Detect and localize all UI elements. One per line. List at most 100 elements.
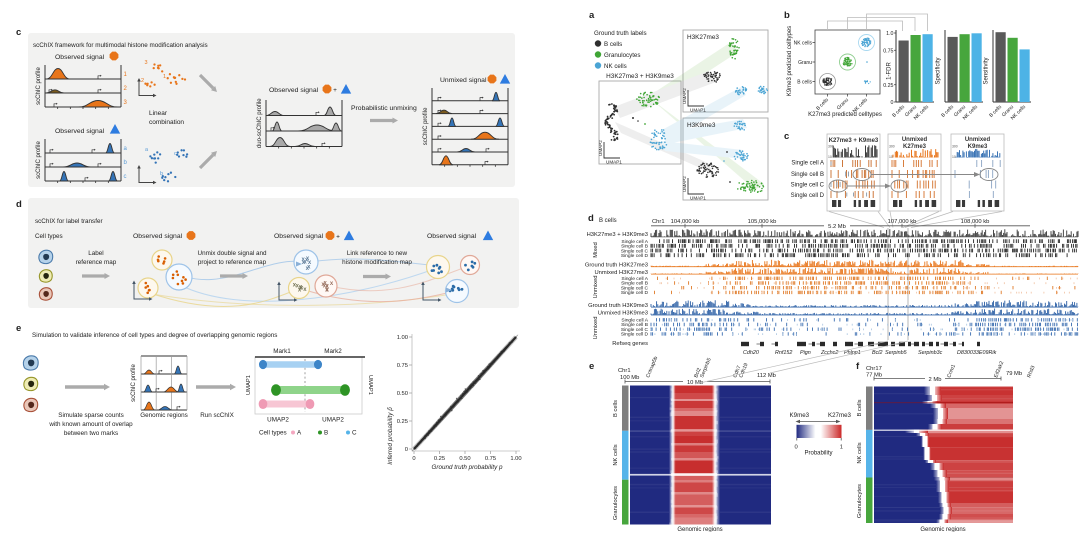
svg-text:Chr17: Chr17	[866, 366, 882, 372]
svg-text:+: +	[336, 234, 340, 241]
svg-text:1: 1	[163, 74, 166, 80]
svg-text:K27me3 + K9me3: K27me3 + K9me3	[829, 138, 879, 144]
svg-text:c: c	[174, 151, 177, 157]
svg-text:Linear: Linear	[149, 110, 168, 117]
svg-text:UMAP1: UMAP1	[367, 375, 373, 395]
svg-text:10: 10	[952, 155, 956, 159]
svg-text:10: 10	[889, 155, 893, 159]
svg-text:+: +	[333, 87, 337, 94]
svg-text:0: 0	[891, 100, 894, 106]
svg-text:0.75: 0.75	[883, 48, 893, 54]
svg-text:Unmixed: Unmixed	[593, 317, 599, 340]
svg-text:Chr1: Chr1	[618, 368, 631, 374]
svg-text:a: a	[124, 146, 128, 152]
svg-text:x: x	[300, 285, 304, 291]
svg-text:Cdh19: Cdh19	[738, 362, 749, 379]
svg-text:Granulocytes: Granulocytes	[613, 486, 619, 520]
svg-text:1-FDR: 1-FDR	[887, 62, 893, 80]
svg-text:0.75: 0.75	[397, 363, 408, 369]
svg-text:Single cell D: Single cell D	[621, 332, 649, 338]
svg-text:Bcl2: Bcl2	[872, 350, 883, 356]
svg-text:Serpinb5: Serpinb5	[885, 350, 908, 356]
svg-text:between two marks: between two marks	[64, 430, 118, 437]
svg-text:0: 0	[795, 445, 798, 451]
svg-text:0.75: 0.75	[485, 456, 496, 462]
svg-text:Observed signal: Observed signal	[55, 54, 105, 61]
svg-text:1.0: 1.0	[886, 31, 893, 37]
svg-text:scChIC profile: scChIC profile	[36, 141, 42, 179]
svg-text:c: c	[16, 27, 21, 38]
svg-text:77 Mb: 77 Mb	[866, 372, 882, 378]
svg-text:x: x	[330, 281, 334, 287]
svg-text:x: x	[308, 260, 312, 266]
svg-text:x: x	[299, 285, 303, 291]
svg-text:0: 0	[405, 447, 408, 453]
svg-text:x: x	[326, 287, 330, 293]
svg-text:0.25: 0.25	[397, 419, 408, 425]
svg-text:Unmixed: Unmixed	[593, 276, 599, 299]
svg-text:2: 2	[141, 78, 144, 84]
svg-text:1: 1	[840, 445, 843, 451]
svg-text:300: 300	[952, 145, 958, 149]
svg-text:d: d	[588, 213, 594, 224]
svg-text:K27me3: K27me3	[828, 412, 852, 419]
svg-text:Mark2: Mark2	[324, 348, 342, 355]
svg-text:e: e	[16, 323, 21, 334]
svg-text:x: x	[306, 266, 310, 272]
svg-text:scChIC profile: scChIC profile	[131, 364, 137, 402]
svg-text:B cells: B cells	[599, 218, 617, 224]
svg-text:UMAP1: UMAP1	[690, 196, 706, 201]
svg-text:UMAP2: UMAP2	[322, 417, 344, 424]
svg-text:Single cell C: Single cell C	[621, 327, 649, 333]
svg-text:reference map: reference map	[76, 259, 117, 266]
svg-text:Genomic regions: Genomic regions	[140, 412, 188, 419]
svg-text:Unmixed signal: Unmixed signal	[440, 77, 487, 84]
svg-text:Sensitivity: Sensitivity	[984, 57, 990, 84]
svg-text:Single cell D: Single cell D	[621, 253, 649, 259]
svg-text:0.50: 0.50	[459, 456, 470, 462]
svg-text:Label: Label	[88, 250, 103, 257]
svg-text:0: 0	[412, 456, 415, 462]
svg-text:b: b	[784, 10, 790, 21]
svg-text:e: e	[589, 361, 594, 372]
svg-text:Single cell A: Single cell A	[791, 161, 824, 167]
svg-text:x: x	[303, 287, 307, 293]
svg-text:Rhd3: Rhd3	[1026, 365, 1036, 379]
svg-text:K9me3: K9me3	[968, 144, 988, 150]
svg-text:104,000 kb: 104,000 kb	[671, 219, 700, 225]
svg-text:108,000 kb: 108,000 kb	[961, 219, 990, 225]
svg-text:5.2 Mb: 5.2 Mb	[828, 224, 846, 230]
svg-text:scChIC profile: scChIC profile	[36, 67, 42, 105]
svg-text:Cdh20: Cdh20	[743, 350, 759, 356]
svg-text:c: c	[124, 174, 127, 180]
svg-text:x: x	[298, 287, 302, 293]
svg-text:H3K27me3 + H3K9me3: H3K27me3 + H3K9me3	[606, 73, 674, 80]
svg-text:Simulation to validate inferen: Simulation to validate inference of cell…	[32, 332, 277, 339]
svg-text:Unmixed H3K27me3: Unmixed H3K27me3	[595, 270, 649, 276]
svg-text:Run scChIX: Run scChIX	[200, 412, 234, 419]
svg-text:Cell types: Cell types	[259, 430, 287, 437]
svg-text:A: A	[297, 430, 302, 437]
svg-text:UMAP2: UMAP2	[267, 417, 289, 424]
svg-text:scChIX framework for multimoda: scChIX framework for multimodal histone …	[33, 42, 208, 49]
svg-text:1: 1	[124, 72, 128, 78]
svg-text:Probabilistic unmixing: Probabilistic unmixing	[351, 105, 417, 112]
svg-text:d: d	[16, 199, 22, 210]
svg-text:Granulocytes: Granulocytes	[857, 484, 863, 518]
svg-text:Specificity: Specificity	[936, 57, 942, 84]
svg-text:Cdh7: Cdh7	[732, 365, 742, 379]
svg-text:3: 3	[145, 60, 148, 66]
svg-text:H3K9me3: H3K9me3	[687, 122, 716, 129]
svg-text:Chr1: Chr1	[652, 219, 665, 225]
svg-text:Rnf152: Rnf152	[775, 350, 792, 356]
svg-text:UMAP1: UMAP1	[690, 108, 706, 113]
svg-text:histone modification map: histone modification map	[342, 259, 412, 266]
svg-text:UMAP1: UMAP1	[246, 375, 252, 395]
svg-text:10 Mb: 10 Mb	[687, 380, 703, 386]
svg-text:Single cell A: Single cell A	[621, 276, 648, 282]
svg-text:Granulocytes: Granulocytes	[604, 52, 640, 59]
svg-text:UMAP2: UMAP2	[682, 88, 687, 104]
svg-text:Unmixed H3K9me3: Unmixed H3K9me3	[598, 311, 648, 317]
svg-text:79 Mb: 79 Mb	[1006, 371, 1022, 377]
svg-text:Observed signal: Observed signal	[133, 233, 183, 240]
